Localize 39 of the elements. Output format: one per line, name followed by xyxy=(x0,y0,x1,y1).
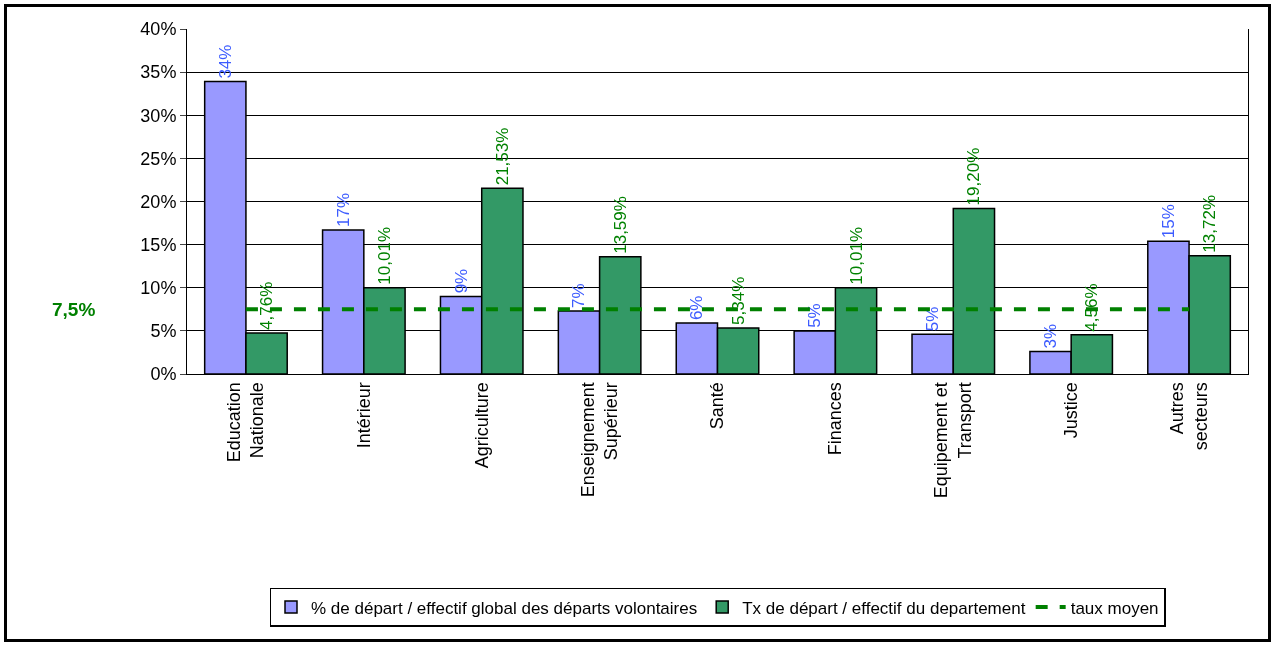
data-label: 6% xyxy=(687,295,707,321)
data-label: 4,76% xyxy=(257,281,277,330)
data-label: 19,20% xyxy=(964,147,984,206)
data-label: 5% xyxy=(805,303,825,328)
data-label: 15% xyxy=(1158,204,1178,239)
data-label: 5,34% xyxy=(728,276,748,325)
y-tick-label: 20% xyxy=(140,191,177,212)
data-label: 10,01% xyxy=(374,226,394,285)
x-tick-label: Justice xyxy=(1061,382,1082,439)
legend-label: % de départ / effectif global des départs volontaires xyxy=(311,598,698,618)
text: 7,5% xyxy=(52,299,96,320)
y-tick-label: 40% xyxy=(140,19,177,40)
data-label: 10,01% xyxy=(846,226,866,285)
legend-label: taux moyen xyxy=(1070,598,1159,618)
x-tick-label: Education Nationale xyxy=(224,382,268,463)
x-tick-label: Santé xyxy=(707,382,728,430)
y-tick-label: 5% xyxy=(150,321,177,342)
data-label: 3% xyxy=(1041,324,1061,349)
x-tick-label: Intérieur xyxy=(353,382,374,449)
y-tick-label: 30% xyxy=(140,105,177,126)
y-tick-label: 15% xyxy=(140,234,177,255)
legend-label: Tx de départ / effectif du departement xyxy=(742,598,1026,618)
y-tick-label: 10% xyxy=(140,278,177,299)
x-tick-label: Enseignement Supérieur xyxy=(577,382,622,498)
data-label: 13,72% xyxy=(1200,195,1220,253)
data-label: 5% xyxy=(923,306,943,332)
x-tick-label: Equipement et Transport xyxy=(931,382,975,499)
data-label: 7% xyxy=(569,283,589,309)
data-label: 34% xyxy=(215,44,235,79)
data-label: 9% xyxy=(451,268,471,294)
data-label: 21,53% xyxy=(492,127,512,186)
data-label: 13,59% xyxy=(610,196,630,254)
y-tick-label: 35% xyxy=(140,62,177,83)
x-tick-label: Agriculture xyxy=(471,382,492,469)
y-tick-label: 0% xyxy=(150,364,177,385)
y-tick-label: 25% xyxy=(140,148,177,169)
x-tick-label: Finances xyxy=(825,382,846,456)
data-label: 17% xyxy=(333,192,353,227)
x-tick-label: Autres secteurs xyxy=(1167,382,1211,451)
